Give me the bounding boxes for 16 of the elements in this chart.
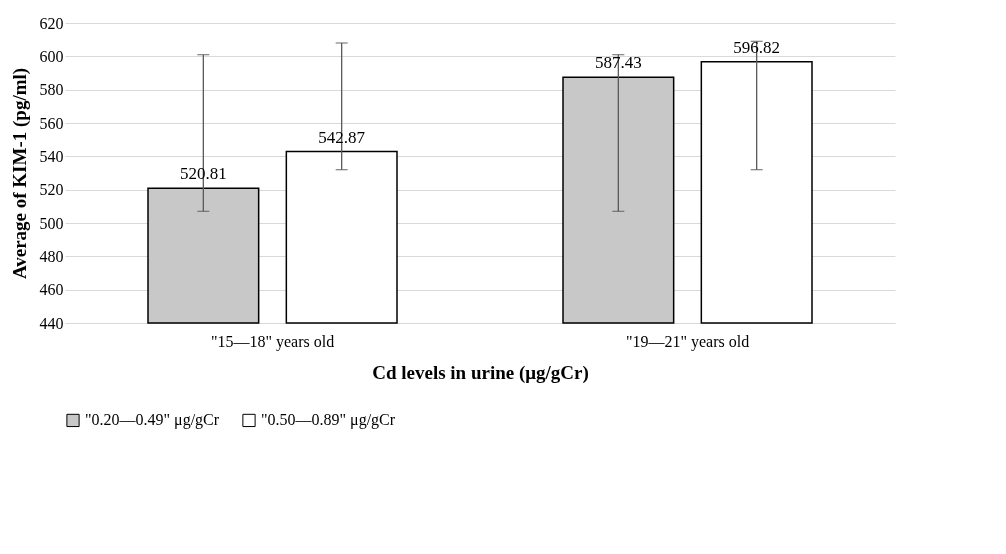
- y-axis-title: Average of KIM-1 (pg/ml): [8, 67, 31, 280]
- y-tick-label: 540: [39, 147, 64, 165]
- y-tick-label: 500: [39, 214, 64, 232]
- x-tick-label: "15—18" years old: [210, 332, 335, 351]
- y-tick-label: 600: [39, 47, 64, 65]
- y-tick-label: 620: [39, 14, 64, 32]
- legend-label: "0.50—0.89" μg/gCr: [261, 411, 396, 430]
- x-axis-title: Cd levels in urine (μg/gCr): [372, 361, 589, 384]
- y-tick-label: 480: [39, 247, 64, 265]
- y-tick-label: 580: [39, 81, 64, 99]
- x-tick-label: "19—21" years old: [625, 332, 750, 351]
- y-tick-label: 440: [39, 314, 64, 332]
- y-tick-label: 560: [39, 114, 64, 132]
- legend-label: "0.20—0.49" μg/gCr: [85, 411, 220, 430]
- y-tick-label: 520: [39, 181, 64, 199]
- y-tick-label: 460: [39, 281, 64, 299]
